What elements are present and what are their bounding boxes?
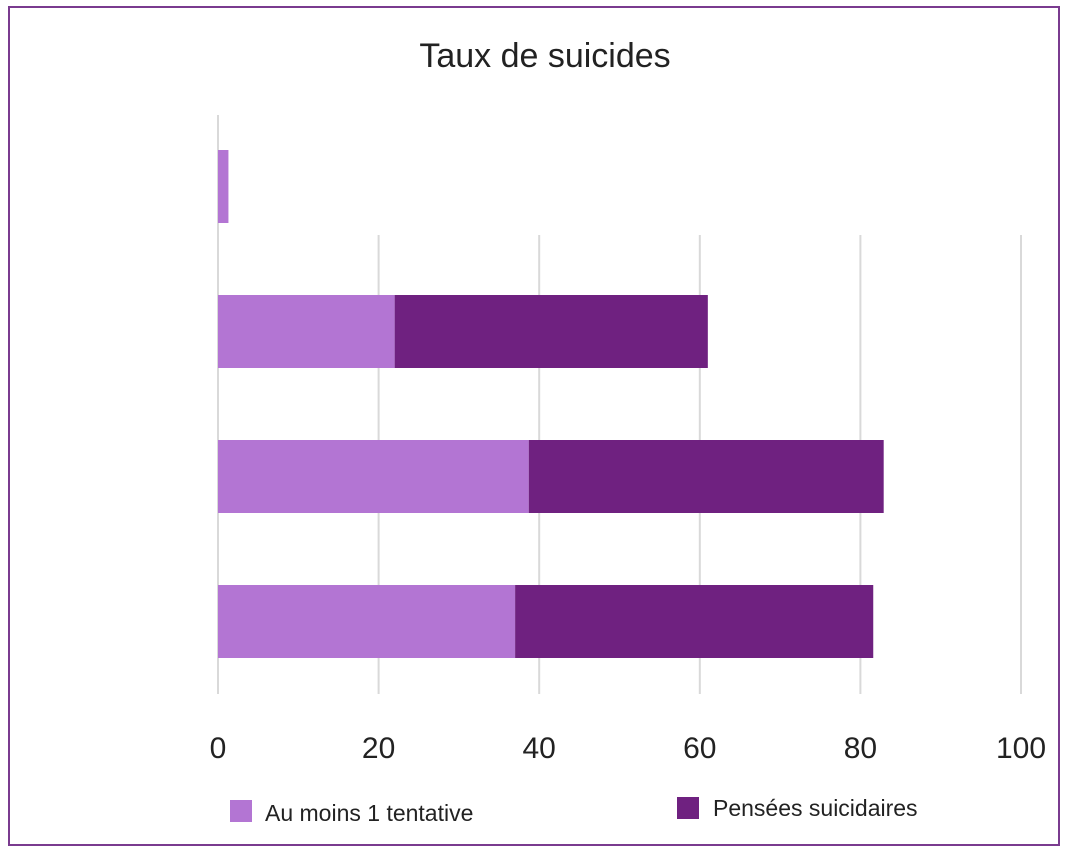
x-tick-label-80: 80 [844, 732, 877, 765]
bar-pensees-2 [394, 295, 708, 368]
x-tick-label-60: 60 [683, 732, 716, 765]
x-tick-label-100: 100 [996, 732, 1046, 765]
legend: Au moins 1 tentative Pensées suicidaires [230, 795, 918, 826]
bar-tentative-4 [218, 585, 516, 658]
bar-tentative-1 [218, 150, 229, 223]
legend-swatch-tentative [230, 800, 252, 822]
x-tick-label-20: 20 [362, 732, 395, 765]
bar-tentative-2 [218, 295, 395, 368]
bars-layer [218, 150, 884, 658]
chart-title: Taux de suicides [419, 37, 670, 75]
x-axis-tick-labels: 0 20 40 60 80 100 [210, 732, 1046, 765]
x-tick-label-40: 40 [523, 732, 556, 765]
bar-pensees-4 [515, 585, 874, 658]
chart-frame [8, 6, 1060, 846]
x-tick-label-0: 0 [210, 732, 227, 765]
legend-label-pensees: Pensées suicidaires [713, 795, 918, 821]
legend-label-tentative: Au moins 1 tentative [265, 800, 473, 826]
legend-swatch-pensees [677, 797, 699, 819]
bar-tentative-3 [218, 440, 529, 513]
bar-pensees-3 [528, 440, 884, 513]
